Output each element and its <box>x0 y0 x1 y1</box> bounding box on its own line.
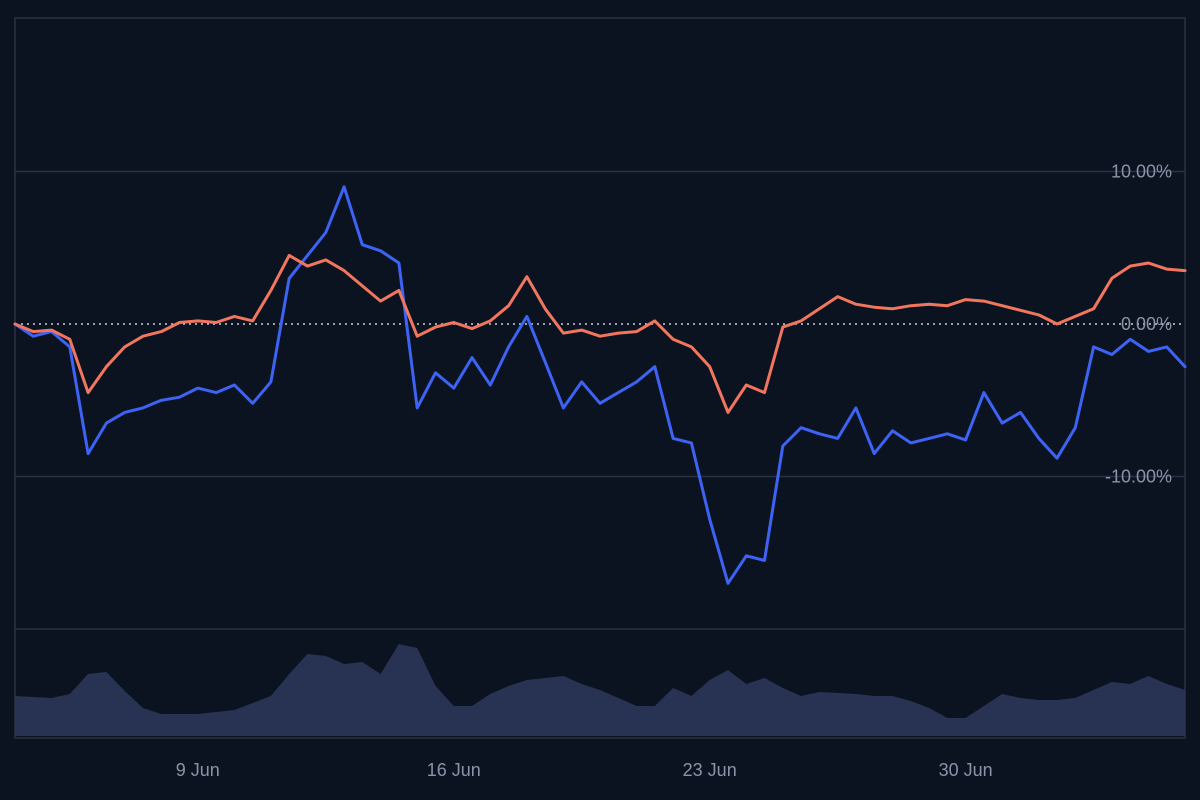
y-tick-label: -10.00% <box>1105 467 1172 487</box>
volume-area <box>15 644 1185 736</box>
plot-frame <box>14 17 1186 739</box>
grid <box>14 17 1186 739</box>
x-axis: 9 Jun 16 Jun 23 Jun 30 Jun <box>176 760 993 780</box>
x-tick-label: 23 Jun <box>683 760 737 780</box>
series-line-blue <box>13 185 1187 585</box>
series-line-orange <box>13 253 1187 414</box>
y-tick-label: 10.00% <box>1111 162 1172 182</box>
y-tick-label: 0.00% <box>1121 314 1172 334</box>
series-layer <box>13 185 1187 585</box>
volume-panel <box>15 644 1185 736</box>
x-tick-label: 16 Jun <box>427 760 481 780</box>
x-tick-label: 30 Jun <box>939 760 993 780</box>
y-axis: 10.00% 0.00% -10.00% <box>1105 162 1172 487</box>
x-tick-label: 9 Jun <box>176 760 220 780</box>
